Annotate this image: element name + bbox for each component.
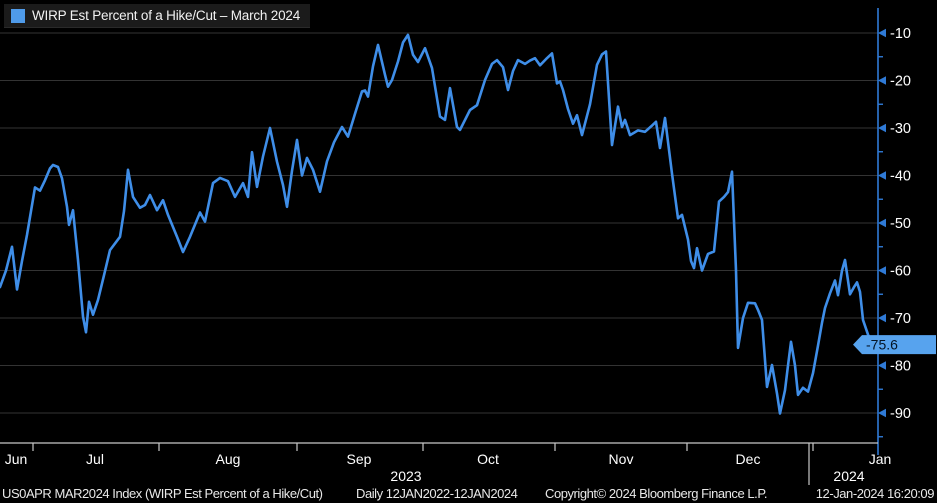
y-tick-arrow xyxy=(878,218,886,228)
x-year-label: 2023 xyxy=(390,468,421,484)
footer-timestamp: 12-Jan-2024 16:20:09 xyxy=(815,486,935,501)
y-tick-label: -90 xyxy=(890,406,911,422)
footer-copyright: Copyright© 2024 Bloomberg Finance L.P. xyxy=(545,486,768,501)
y-tick-arrow xyxy=(878,313,886,323)
y-tick-label: -80 xyxy=(890,359,911,375)
x-year-label: 2024 xyxy=(833,468,864,484)
x-month-label: Jun xyxy=(5,451,28,467)
y-tick-arrow xyxy=(878,123,886,133)
y-tick-label: -50 xyxy=(890,216,911,232)
y-tick-arrow xyxy=(878,28,886,38)
series-color-swatch xyxy=(11,8,25,23)
x-month-label: Oct xyxy=(477,451,499,467)
y-tick-arrow xyxy=(878,171,886,180)
y-tick-label: -30 xyxy=(890,121,911,137)
y-tick-arrow xyxy=(878,76,886,85)
x-month-label: Dec xyxy=(736,451,761,467)
y-tick-label: -60 xyxy=(890,264,911,280)
y-tick-label: -10 xyxy=(890,26,911,42)
last-value-label: -75.6 xyxy=(866,337,898,353)
y-tick-label: -40 xyxy=(890,169,911,185)
y-tick-label: -70 xyxy=(890,311,911,327)
x-month-label: Aug xyxy=(216,451,241,467)
footer-date-range: Daily 12JAN2022-12JAN2024 xyxy=(356,486,518,501)
chart-legend[interactable]: WIRP Est Percent of a Hike/Cut – March 2… xyxy=(4,4,311,28)
x-month-label: Nov xyxy=(609,451,634,467)
y-tick-label: -20 xyxy=(890,74,911,90)
last-value-badge xyxy=(853,335,936,355)
chart-footer: US0APR MAR2024 Index (WIRP Est Percent o… xyxy=(0,486,937,502)
series-line xyxy=(0,33,875,415)
y-tick-arrow xyxy=(878,266,886,275)
footer-index-name: US0APR MAR2024 Index (WIRP Est Percent o… xyxy=(2,486,323,501)
y-tick-arrow xyxy=(878,408,886,418)
legend-label: WIRP Est Percent of a Hike/Cut – March 2… xyxy=(32,8,301,23)
y-tick-arrow xyxy=(878,361,886,370)
x-month-label: Jan xyxy=(869,451,892,467)
x-month-label: Jul xyxy=(86,451,104,467)
x-month-label: Sep xyxy=(347,451,372,467)
